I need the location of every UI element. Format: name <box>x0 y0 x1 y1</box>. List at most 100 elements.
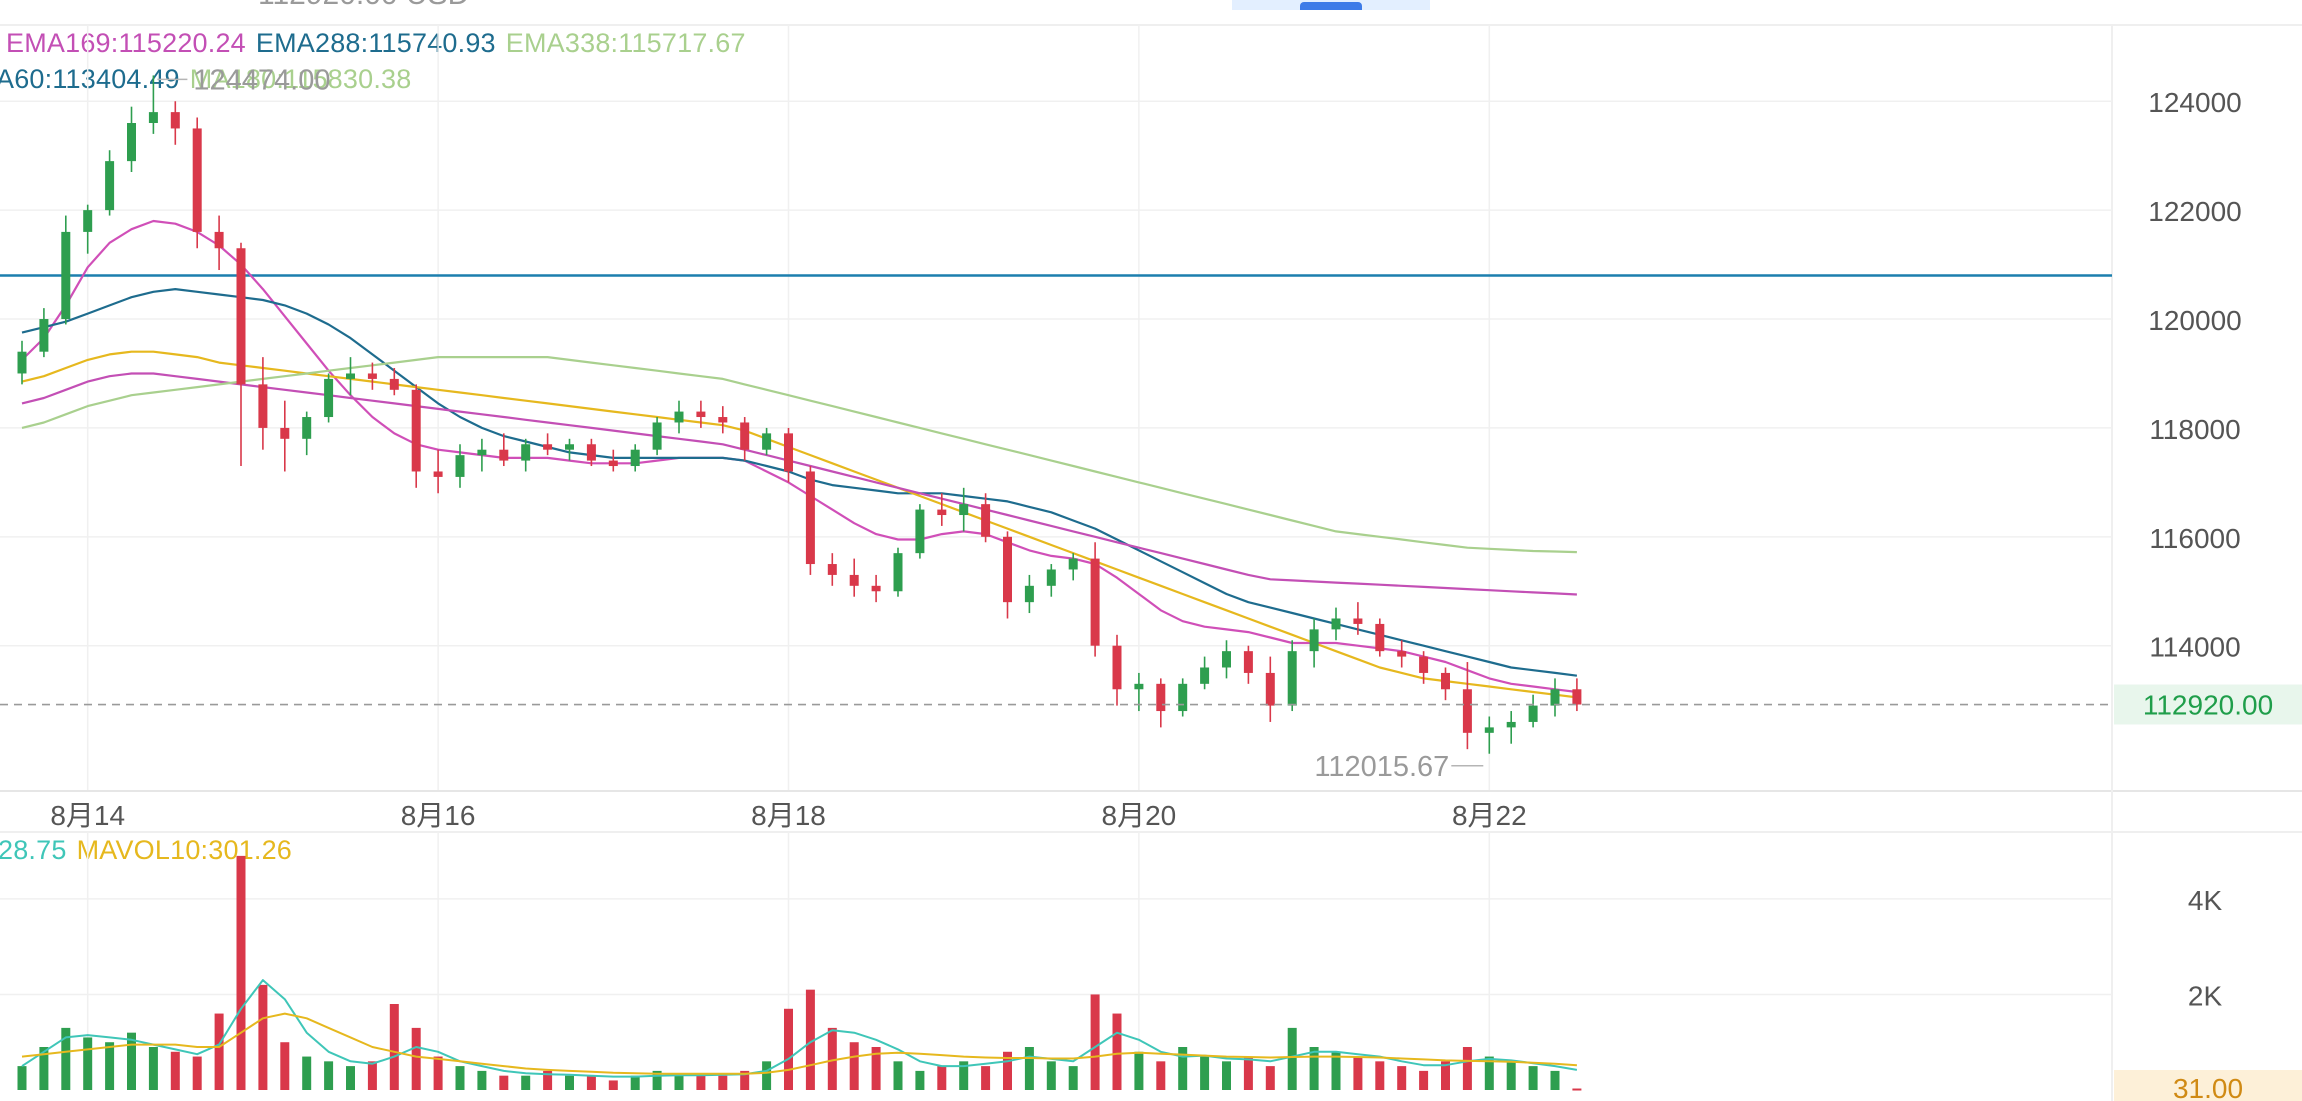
candle-body <box>937 509 947 516</box>
candle-body <box>1046 569 1056 586</box>
candle-body <box>61 231 71 320</box>
candle-body <box>1572 689 1582 705</box>
volume-bar <box>1375 1061 1385 1090</box>
candle-body <box>608 460 618 467</box>
candle-body <box>148 112 158 124</box>
indicator-label: MA180:115830.38 <box>189 64 412 94</box>
indicator-label: EMA288:115740.93 <box>255 28 496 58</box>
candle-body <box>630 449 640 467</box>
volume-bar <box>915 1070 925 1090</box>
candle-body <box>1419 656 1429 673</box>
candle-body <box>1375 623 1385 652</box>
indicator-label: MAVOL10:301.26 <box>76 835 293 865</box>
candle-body <box>1287 651 1297 706</box>
candle-body <box>1024 585 1034 603</box>
volume-bar <box>959 1061 969 1090</box>
volume-bar <box>849 1042 859 1090</box>
y-tick-label: 116000 <box>2149 523 2240 554</box>
indicator-row-volume: 28.75 MAVOL10:301.26 <box>0 835 302 866</box>
candle-body <box>105 161 115 211</box>
volume-bar <box>1134 1051 1144 1090</box>
y-tick-label: 118000 <box>2149 414 2240 445</box>
volume-bar <box>1506 1061 1516 1090</box>
top-tab-indicator <box>1300 2 1362 10</box>
indicator-label: A60:113404.49 <box>0 64 180 94</box>
candle-body <box>1200 667 1210 684</box>
volume-bar <box>1068 1066 1078 1090</box>
candle-body <box>1331 618 1341 630</box>
volume-ma-line <box>21 1012 1577 1075</box>
volume-bar <box>871 1047 881 1090</box>
volume-bar <box>1200 1056 1210 1090</box>
volume-bar <box>893 1061 903 1090</box>
candle-body <box>170 112 180 129</box>
volume-tick-label: 2K <box>2188 980 2223 1011</box>
volume-bar <box>1353 1056 1363 1090</box>
volume-bar <box>170 1051 180 1090</box>
moving-average-line <box>21 372 1577 596</box>
volume-bar <box>1550 1070 1560 1090</box>
volume-bar <box>608 1080 618 1090</box>
x-tick-label: 8月22 <box>1452 800 1527 831</box>
candle-body <box>1462 689 1472 733</box>
volume-bar <box>1178 1047 1188 1090</box>
high-marker-label: 124474.00 <box>193 64 330 96</box>
volume-current-badge <box>2114 1070 2302 1101</box>
volume-bar <box>1222 1061 1231 1090</box>
volume-bar <box>1156 1061 1166 1090</box>
volume-bar <box>499 1075 509 1090</box>
candle-body <box>1441 672 1450 690</box>
volume-bar <box>1331 1051 1341 1090</box>
indicator-label: 28.75 <box>0 835 67 865</box>
candle-body <box>1353 618 1363 624</box>
volume-bar <box>17 1066 27 1090</box>
candle-body <box>192 128 202 232</box>
candle-body <box>740 422 750 450</box>
volume-current-label: 31.00 <box>2173 1073 2243 1101</box>
volume-bar <box>981 1066 991 1090</box>
moving-average-line <box>21 288 1578 677</box>
candle-body <box>981 504 991 537</box>
volume-bar <box>1462 1047 1472 1090</box>
volume-bar <box>367 1061 377 1090</box>
candle-body <box>915 509 925 554</box>
moving-average-line <box>21 219 1578 694</box>
volume-bar <box>258 984 268 1090</box>
candle-body <box>346 373 355 379</box>
candle-body <box>1265 672 1275 706</box>
volume-bar <box>127 1032 136 1090</box>
volume-bar <box>1090 994 1100 1090</box>
volume-bar <box>411 1027 421 1090</box>
indicator-label: EMA169:115220.24 <box>6 28 246 58</box>
candle-body <box>389 378 399 390</box>
candle-body <box>1178 683 1188 712</box>
candle-body <box>1134 683 1144 690</box>
volume-bar <box>586 1075 596 1090</box>
x-tick-label: 8月20 <box>1102 800 1177 831</box>
candle-body <box>1506 721 1516 728</box>
volume-bar <box>236 855 246 1090</box>
indicator-row-ema: EMA169:115220.24 EMA288:115740.93 EMA338:1… <box>6 28 756 59</box>
candle-body <box>236 248 246 385</box>
volume-tick-label: 4K <box>2188 885 2223 916</box>
indicator-label: EMA338:115717.67 <box>505 28 746 58</box>
volume-bar <box>1419 1070 1429 1090</box>
candle-body <box>1222 651 1231 668</box>
volume-bar <box>1309 1047 1319 1090</box>
candle-body <box>127 123 136 162</box>
price-markers: 112920.00 124474.00 112015.67 <box>0 64 2302 783</box>
volume-bar <box>324 1061 334 1090</box>
candle-body <box>674 411 684 423</box>
candle-body <box>849 574 859 586</box>
candle-body <box>827 564 837 575</box>
candle-body <box>1068 558 1078 570</box>
candle-body <box>959 504 969 516</box>
candle-body <box>893 553 903 592</box>
candle-body <box>1528 705 1538 722</box>
volume-bar <box>827 1027 837 1090</box>
volume-bar <box>543 1070 553 1090</box>
moving-average-lines <box>21 219 1578 699</box>
candle-body <box>1243 651 1253 673</box>
volume-bar <box>1484 1056 1494 1090</box>
